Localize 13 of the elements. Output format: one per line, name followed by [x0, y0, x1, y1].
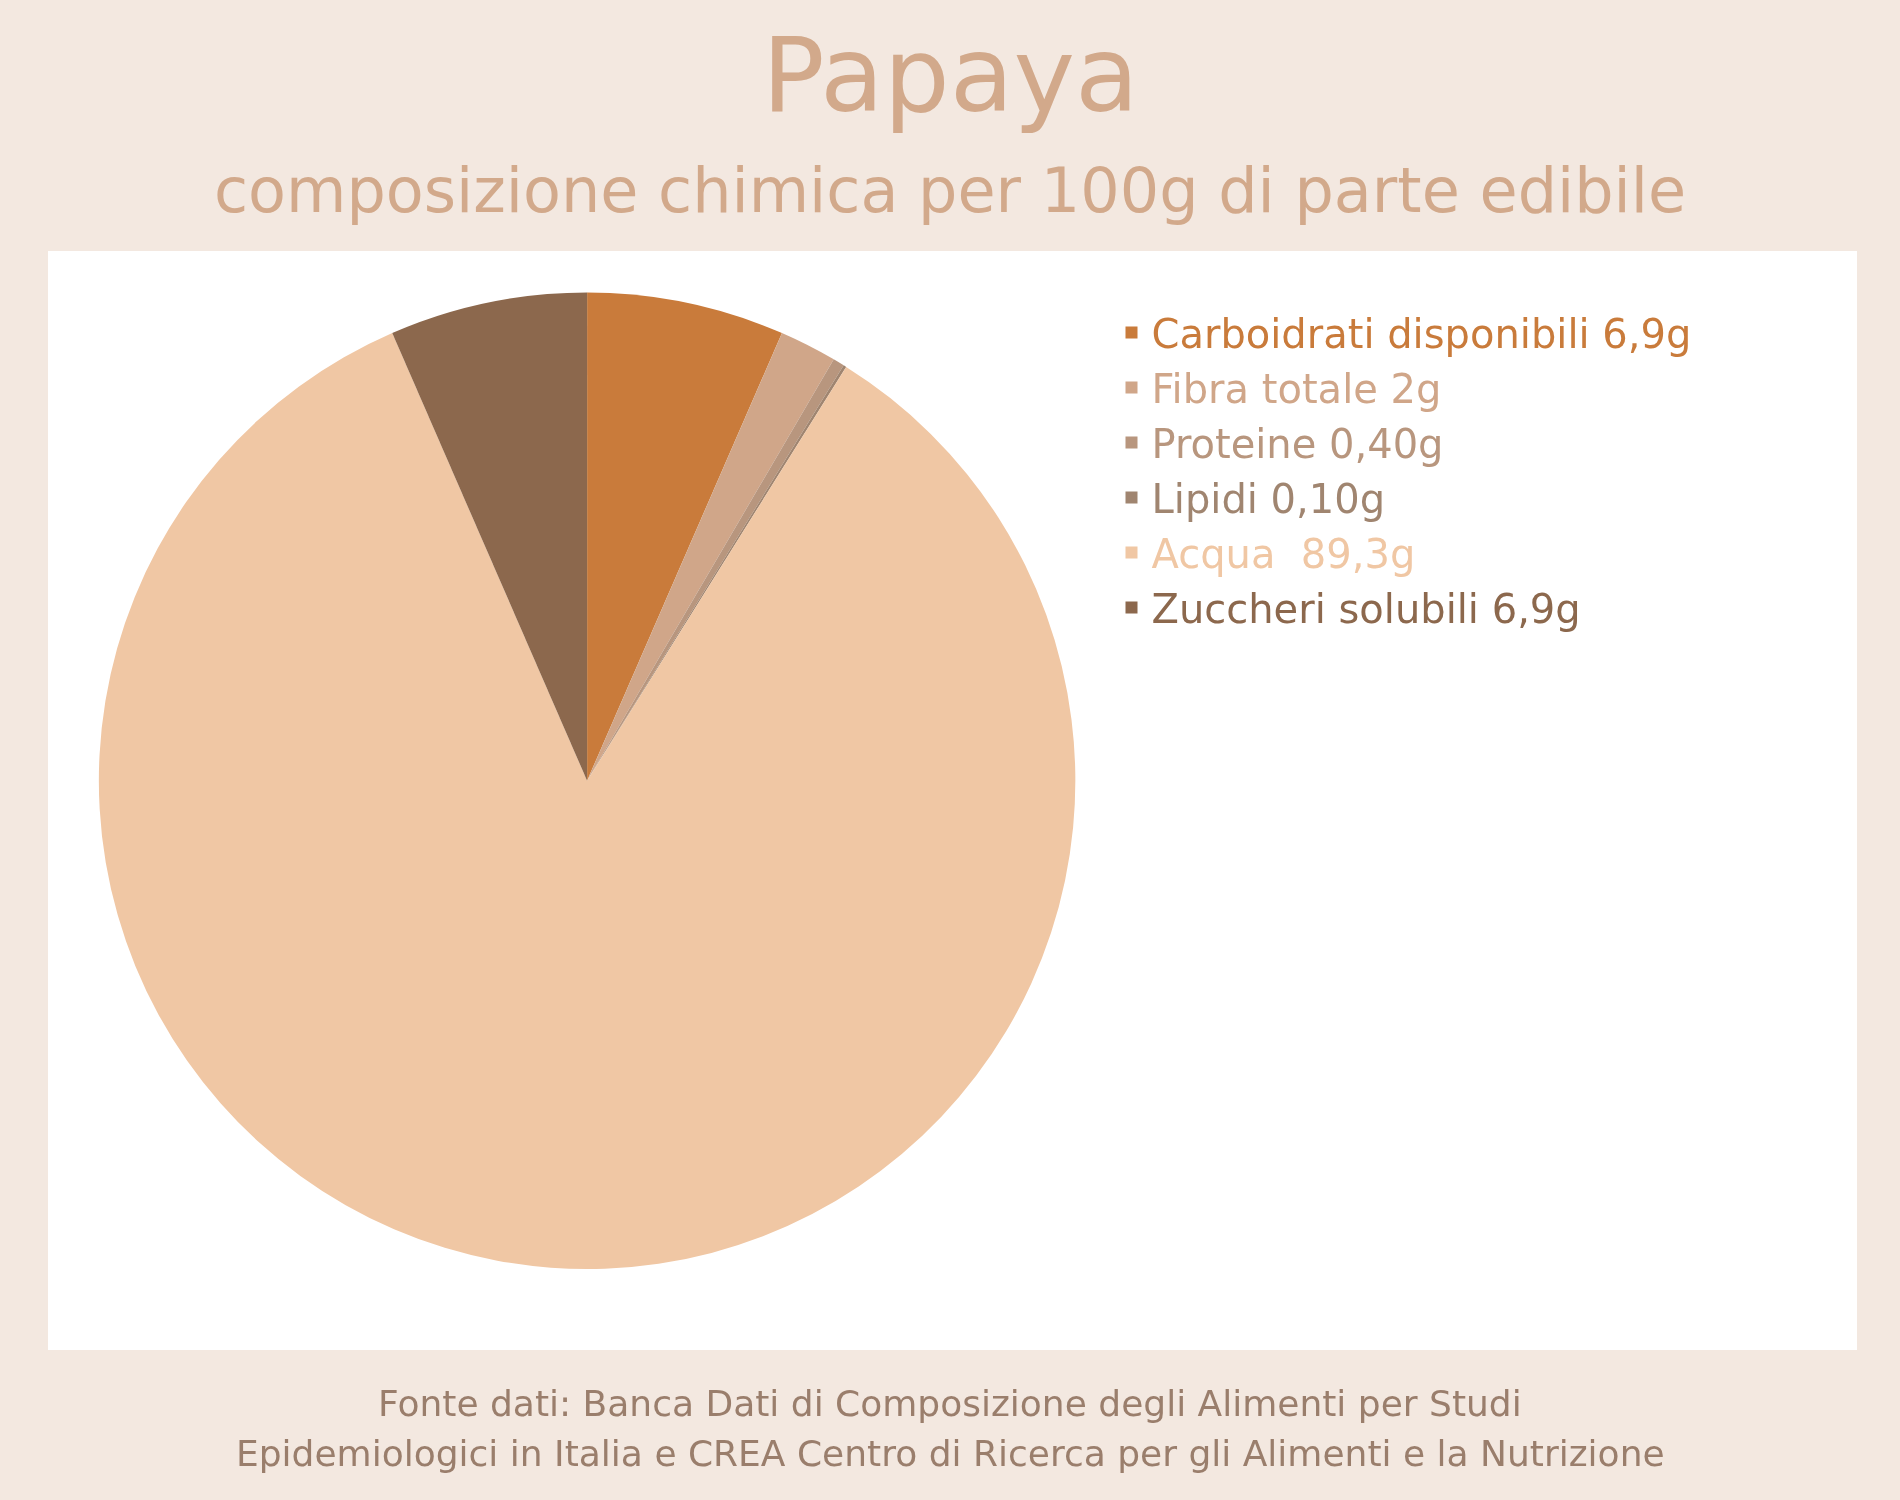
legend-label: Zuccheri solubili 6,9g: [1151, 586, 1581, 633]
legend-label: Acqua 89,3g: [1151, 531, 1416, 578]
pie-slice: [98, 333, 1076, 1269]
legend-label: Carboidrati disponibili 6,9g: [1151, 311, 1692, 358]
chart-subtitle: composizione chimica per 100g di parte edibile: [214, 154, 1687, 227]
legend-label: Lipidi 0,10g: [1151, 476, 1386, 523]
chart-title: Papaya: [762, 14, 1139, 136]
legend-label: Proteine 0,40g: [1151, 421, 1444, 468]
pie-slice: [587, 292, 782, 781]
text: Epidemiologici in Italia e CREA Centro di Ricerca per gli Alimenti e la Nutrizione: [236, 1433, 1665, 1474]
pie-slice: [392, 292, 588, 781]
legend-label: Fibra totale 2g: [1151, 366, 1442, 413]
source-note: Fonte dati: Banca Dati di Composizione degli Alimenti per Studi: [378, 1383, 1522, 1424]
